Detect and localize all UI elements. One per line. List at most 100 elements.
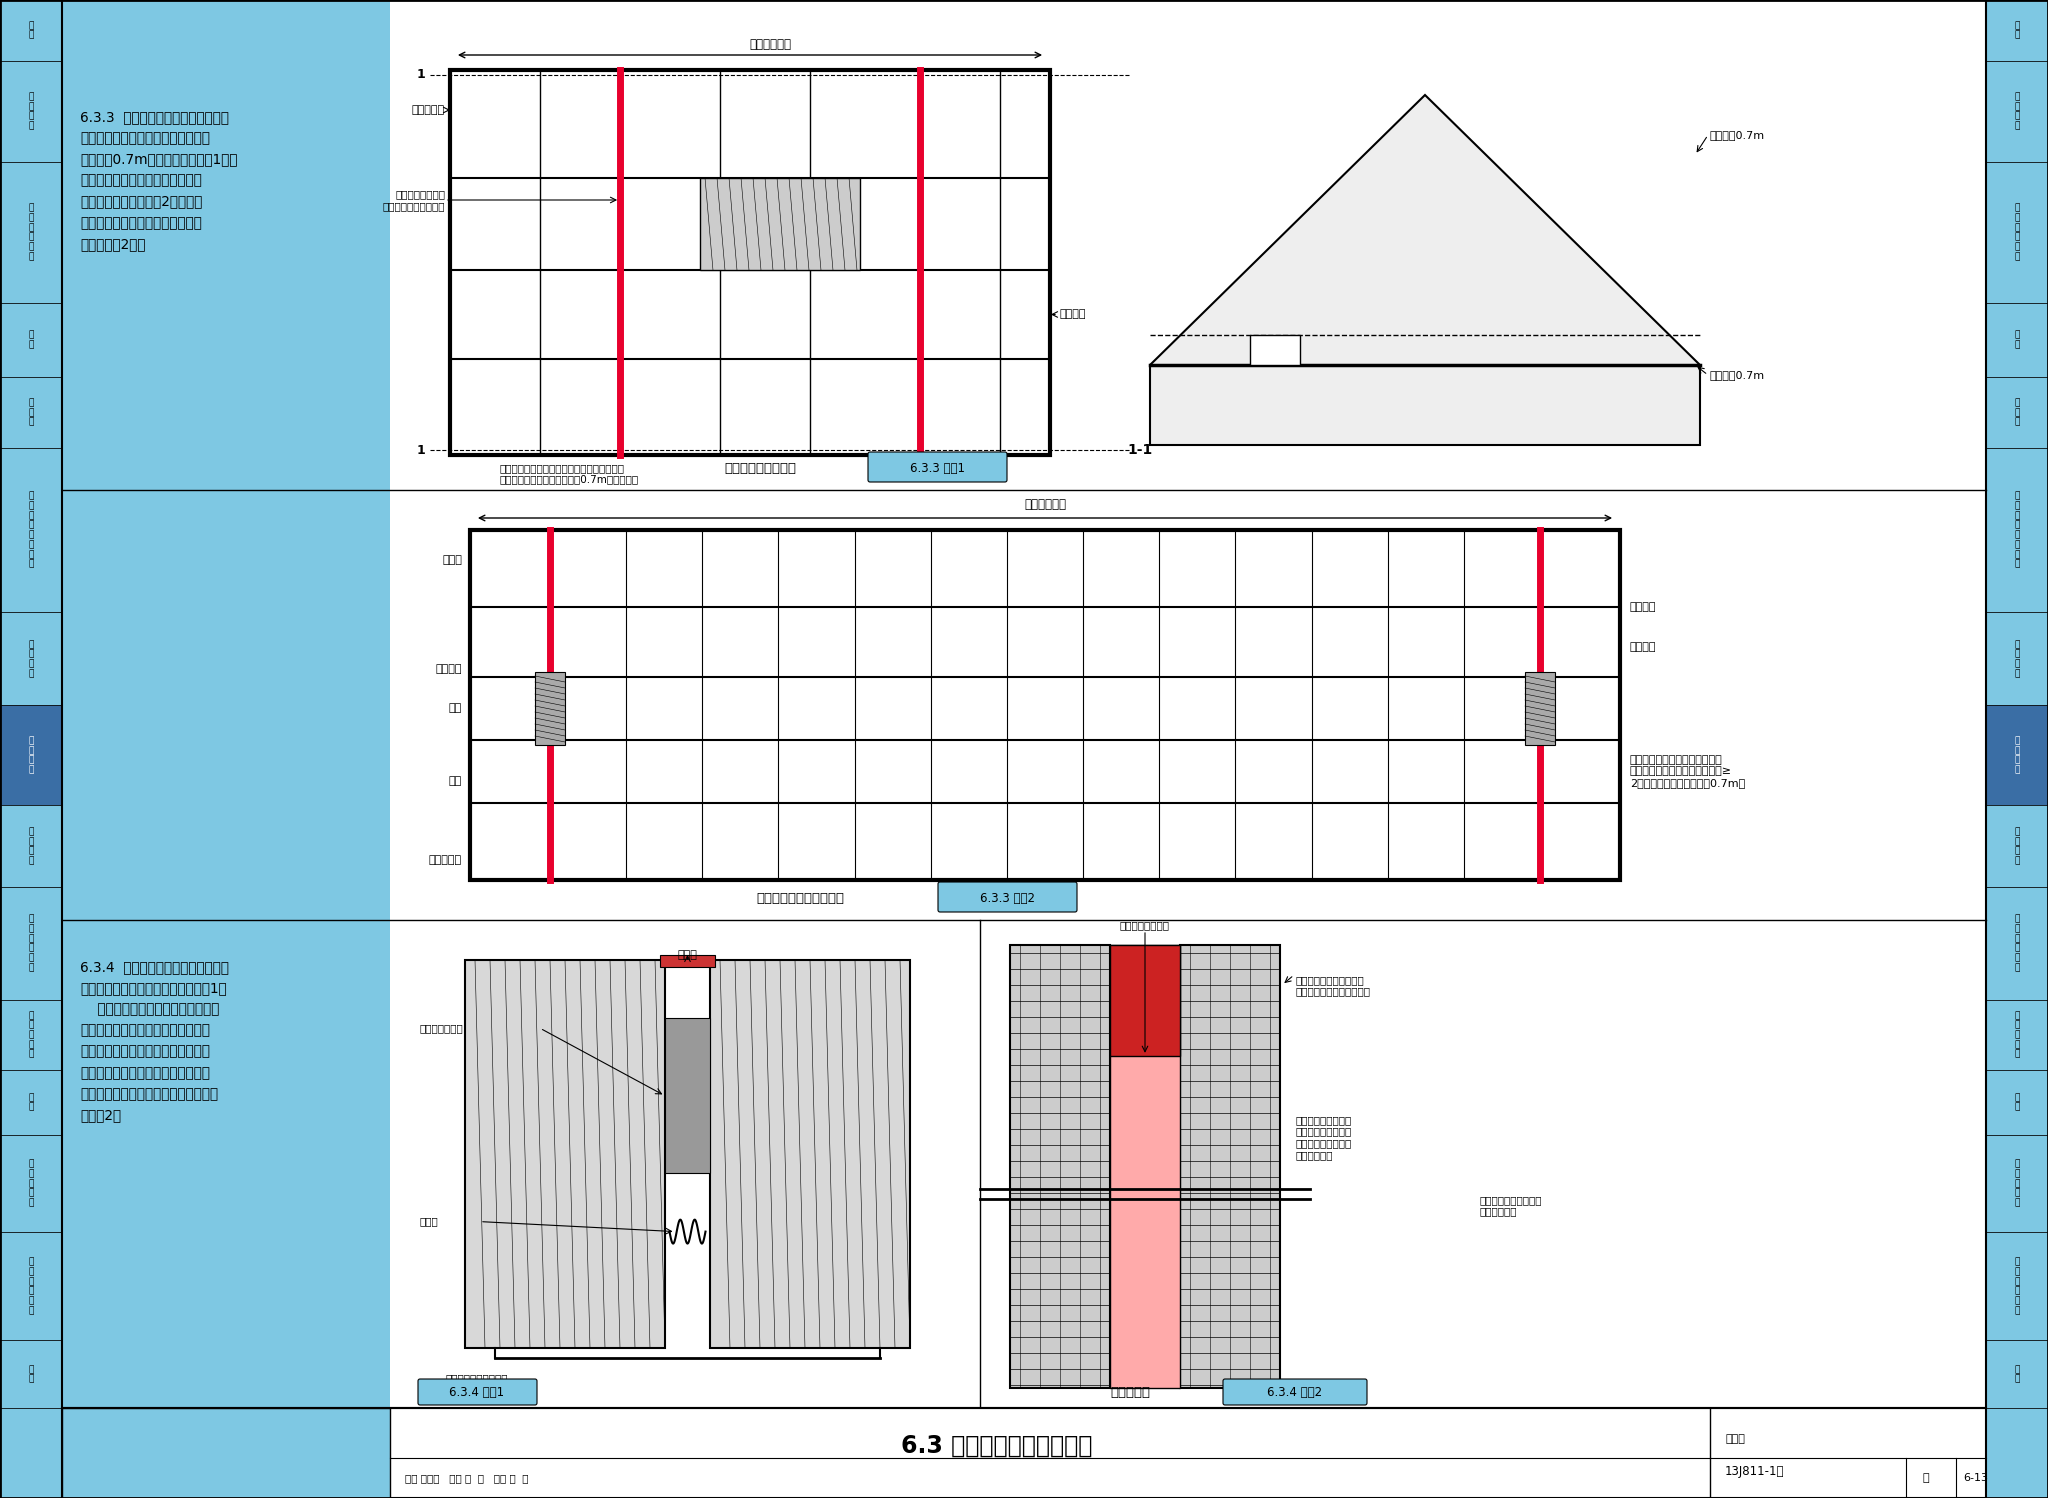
- Text: 屋架: 屋架: [449, 776, 463, 786]
- Text: 消
防
的
设
置
施: 消 防 的 设 置 施: [29, 915, 33, 972]
- Bar: [0, 806, 61, 887]
- Text: 目
录: 目 录: [29, 21, 33, 39]
- Text: 净高度＞0.7m: 净高度＞0.7m: [1710, 130, 1765, 139]
- Text: 住宅顶层平面示意图: 住宅顶层平面示意图: [725, 461, 797, 475]
- Text: 厂
房: 厂 房: [29, 331, 33, 349]
- Text: 建筑物外墙: 建筑物外墙: [428, 855, 463, 864]
- Text: 厂
房: 厂 房: [2015, 331, 2019, 349]
- Bar: [0, 1135, 61, 1231]
- Bar: [1987, 1231, 2048, 1341]
- Text: 不燃材料阻火带: 不燃材料阻火带: [420, 1023, 463, 1034]
- Text: 民
用
建
筑: 民 用 建 筑: [29, 640, 33, 679]
- Text: 房间隔墙: 房间隔墙: [1061, 310, 1087, 319]
- Text: 防火隔断范围: 防火隔断范围: [1024, 499, 1067, 511]
- Text: 建
筑
构
造: 建 筑 构 造: [2015, 737, 2019, 774]
- Bar: [451, 70, 1051, 455]
- Bar: [1987, 806, 2048, 887]
- Text: 楼梯间: 楼梯间: [442, 554, 463, 565]
- Bar: [0, 303, 61, 377]
- Bar: [61, 1408, 389, 1498]
- Text: 6.3 屋顶、闷顶和建筑缝隙: 6.3 屋顶、闷顶和建筑缝隙: [901, 1434, 1092, 1458]
- Text: 1-1: 1-1: [1126, 443, 1153, 457]
- Bar: [711, 960, 909, 1348]
- Bar: [0, 999, 61, 1070]
- Text: 1: 1: [416, 69, 426, 81]
- Text: 净宽度＞0.7m: 净宽度＞0.7m: [1710, 370, 1765, 380]
- Text: 变形缝内的填充材料应
采用不燃材料: 变形缝内的填充材料应 采用不燃材料: [1481, 1195, 1542, 1216]
- Text: 附
录: 附 录: [2015, 1365, 2019, 1384]
- Text: 消
防
的
设
置
施: 消 防 的 设 置 施: [2015, 915, 2019, 972]
- Text: 盖缝板应采用不燃材料: 盖缝板应采用不燃材料: [444, 1374, 508, 1383]
- Bar: [1987, 1135, 2048, 1231]
- Bar: [535, 673, 565, 745]
- Text: 甲
、
乙
丙
罐
体
储
区: 甲 、 乙 丙 罐 体 储 区: [29, 491, 33, 569]
- Text: 和
仓
库: 和 仓 库: [2015, 398, 2019, 427]
- Text: 民
用
建
筑: 民 用 建 筑: [2015, 640, 2019, 679]
- Text: 页: 页: [1923, 1473, 1929, 1483]
- Bar: [0, 1070, 61, 1135]
- Bar: [1180, 945, 1280, 1389]
- Bar: [0, 613, 61, 706]
- Text: 供
暖
、
通
风: 供 暖 、 通 风: [2015, 1011, 2019, 1059]
- Bar: [1110, 945, 1180, 1056]
- Text: 闷顶内有可燃物的公共建筑，每
个防火隔断范围内的闷顶入口宜≥
2个（净宽度和净高度均＞0.7m）: 闷顶内有可燃物的公共建筑，每 个防火隔断范围内的闷顶入口宜≥ 2个（净宽度和净高…: [1630, 755, 1745, 788]
- Text: 总
术
符
则
语
号: 总 术 符 则 语 号: [29, 204, 33, 261]
- Bar: [0, 887, 61, 999]
- Text: 防火隔断范围: 防火隔断范围: [750, 37, 791, 51]
- Bar: [1987, 999, 2048, 1070]
- Text: 防火隔墙: 防火隔墙: [1630, 643, 1657, 652]
- Text: 闷顶入口: 闷顶入口: [436, 664, 463, 674]
- Text: 1: 1: [416, 443, 426, 457]
- Text: 木
结
构
建
筑: 木 结 构 建 筑: [29, 1159, 33, 1207]
- Text: 走廊: 走廊: [449, 704, 463, 713]
- Bar: [0, 1341, 61, 1408]
- Text: 公共建筑闷顶平面示意图: 公共建筑闷顶平面示意图: [756, 891, 844, 905]
- Text: 不燃材料套管与墙体填实
（或采取其他防变形措施）: 不燃材料套管与墙体填实 （或采取其他防变形措施）: [1294, 975, 1370, 996]
- Text: 剖面示意图: 剖面示意图: [1110, 1387, 1151, 1399]
- FancyBboxPatch shape: [1223, 1380, 1366, 1405]
- Text: 防火封堵材料封堵: 防火封堵材料封堵: [1120, 920, 1169, 930]
- Bar: [0, 0, 61, 60]
- Text: 6.3.3  内有可燃物的闷顶，应在每个
防火隔断范围内设置净宽度和净高度
均不小于0.7m的闷顶入口【图示1】；
对于公共建筑，每个防火隔断范围
内的闷顶入口: 6.3.3 内有可燃物的闷顶，应在每个 防火隔断范围内设置净宽度和净高度 均不小…: [80, 109, 238, 250]
- Text: 6.3.4  变形缝内的填充材料和变形缝
的构造基层应采用不燃材料。【图示1】
    电线、电缆、可燃气体和甲、乙、
丙类液体的管道不宜穿过建筑内的变
形缝，: 6.3.4 变形缝内的填充材料和变形缝 的构造基层应采用不燃材料。【图示1】 电…: [80, 960, 229, 1122]
- Bar: [61, 0, 389, 1408]
- Text: 电
气: 电 气: [29, 1094, 33, 1112]
- Text: 审核 蔡昭昀   校对 林  菌   设计 曹  奕: 审核 蔡昭昀 校对 林 菌 设计 曹 奕: [406, 1473, 528, 1483]
- Bar: [1987, 706, 2048, 806]
- FancyBboxPatch shape: [868, 452, 1008, 482]
- Text: 止水带: 止水带: [420, 1216, 438, 1227]
- Text: 目
录: 目 录: [2015, 21, 2019, 39]
- Text: 电线、电缆、可燃气
体和甲、乙、丙类液
体的管道不宜穿过建
筑内的变形缝: 电线、电缆、可燃气 体和甲、乙、丙类液 体的管道不宜穿过建 筑内的变形缝: [1294, 1115, 1352, 1159]
- Text: 建
筑
构
造: 建 筑 构 造: [29, 737, 33, 774]
- Text: 变形缝: 变形缝: [678, 950, 698, 960]
- Text: 6.3.4 图示2: 6.3.4 图示2: [1268, 1387, 1323, 1399]
- Text: 编
制
说
明: 编 制 说 明: [29, 93, 33, 130]
- Bar: [61, 1408, 1987, 1498]
- FancyBboxPatch shape: [938, 882, 1077, 912]
- Text: 甲
、
乙
丙
罐
体
储
区: 甲 、 乙 丙 罐 体 储 区: [2015, 491, 2019, 569]
- Text: 防火隔墙（单元式
住宅中的单元分隔墙）: 防火隔墙（单元式 住宅中的单元分隔墙）: [383, 189, 444, 211]
- Bar: [465, 960, 666, 1348]
- Bar: [469, 530, 1620, 879]
- Bar: [1110, 945, 1180, 1389]
- Bar: [0, 377, 61, 448]
- Bar: [0, 162, 61, 303]
- Polygon shape: [1151, 94, 1700, 445]
- Bar: [1987, 1070, 2048, 1135]
- Bar: [0, 1231, 61, 1341]
- Bar: [700, 178, 860, 270]
- Text: 13J811-1改: 13J811-1改: [1724, 1465, 1784, 1477]
- Text: 6.3.3 图示1: 6.3.3 图示1: [909, 461, 965, 475]
- Text: 6.3.4 图示1: 6.3.4 图示1: [449, 1387, 504, 1399]
- Bar: [1526, 673, 1554, 745]
- Bar: [0, 1408, 61, 1498]
- Text: 编
制
说
明: 编 制 说 明: [2015, 93, 2019, 130]
- Bar: [1987, 303, 2048, 377]
- Bar: [1987, 1408, 2048, 1498]
- Bar: [0, 706, 61, 806]
- Text: 木
结
构
建
筑: 木 结 构 建 筑: [2015, 1159, 2019, 1207]
- Bar: [659, 956, 715, 968]
- Text: 图集号: 图集号: [1724, 1435, 1745, 1444]
- Bar: [1249, 336, 1300, 366]
- Text: 供
暖
、
通
风: 供 暖 、 通 风: [29, 1011, 33, 1059]
